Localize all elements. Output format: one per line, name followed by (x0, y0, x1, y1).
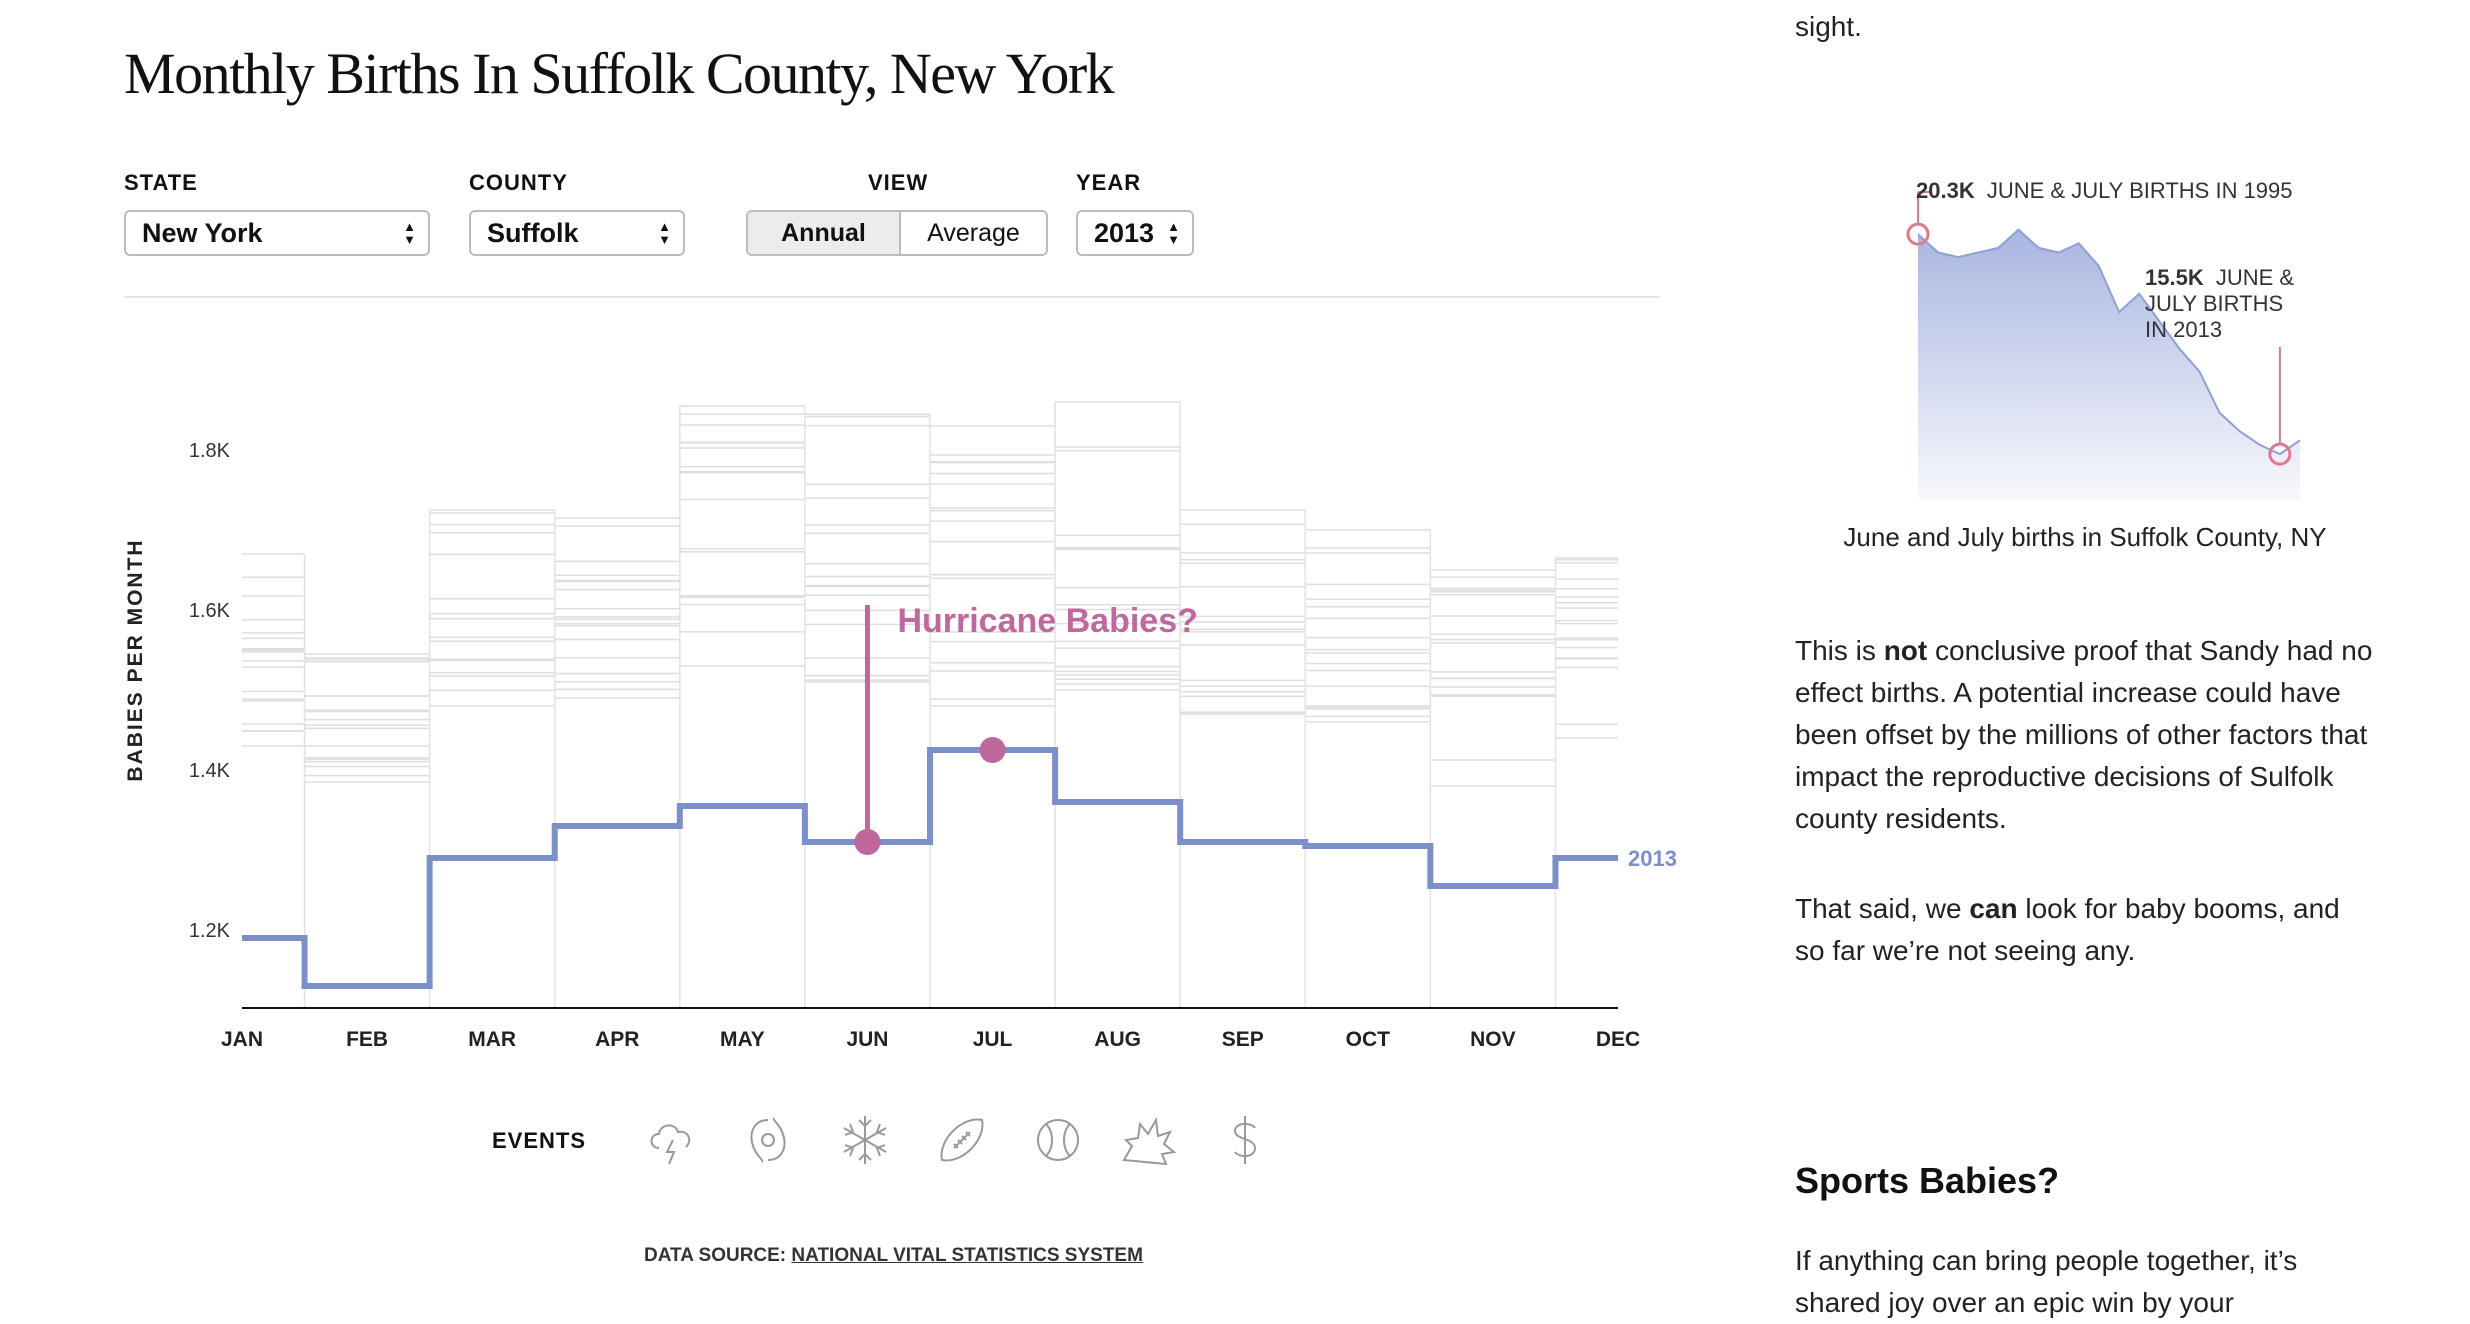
x-tick-label: MAY (720, 1028, 765, 1051)
data-source: DATA SOURCE: NATIONAL VITAL STATISTICS S… (644, 1245, 1143, 1267)
series-2013-label: 2013 (1628, 846, 1677, 871)
snowflake-icon[interactable] (835, 1110, 895, 1170)
series-2013-line (242, 747, 1618, 989)
mini-low-text-2: JULY BIRTHS (2145, 291, 2283, 316)
mini-area-chart: 20.3K JUNE & JULY BIRTHS IN 1995 15.5K J… (1906, 178, 2301, 500)
controls-divider (124, 296, 1660, 298)
mini-high-annotation: 20.3K JUNE & JULY BIRTHS IN 1995 (1916, 178, 2293, 203)
x-tick-label: APR (595, 1028, 639, 1051)
mini-low-text-3: IN 2013 (2145, 317, 2222, 342)
data-source-prefix: DATA SOURCE: (644, 1245, 787, 1266)
year-label: YEAR (1076, 170, 1142, 195)
sports-babies-heading: Sports Babies? (1795, 1160, 2060, 1201)
hurricane-annotation-dot-jun[interactable] (854, 829, 881, 855)
y-tick-label: 1.8K (189, 440, 231, 462)
dollar-icon[interactable] (1215, 1110, 1275, 1170)
state-select[interactable]: New York ▲ ▼ (124, 210, 430, 256)
baseball-icon[interactable] (1028, 1110, 1088, 1170)
mini-area-fill (1918, 229, 2300, 500)
article-paragraph-1: This is not conclusive proof that Sandy … (1795, 630, 2375, 840)
mini-area-line (1917, 228, 2301, 456)
hurricane-icon[interactable] (738, 1110, 798, 1170)
year-select[interactable]: 2013 ▲ ▼ (1076, 210, 1194, 256)
county-label: COUNTY (469, 170, 568, 195)
year-select-value: 2013 (1094, 217, 1155, 248)
hurricane-annotation-dot-jul[interactable] (979, 737, 1006, 763)
mini-low-text-1: JUNE & (2216, 265, 2295, 290)
mini-chart-caption: June and July births in Suffolk County, … (1843, 522, 2327, 552)
view-option-annual[interactable]: Annual (748, 212, 901, 254)
mini-low-marker (2268, 442, 2292, 466)
y-tick-label: 1.4K (189, 760, 231, 782)
historical-range-lines (242, 401, 1618, 1008)
y-axis-label: BABIES PER MONTH (124, 538, 147, 781)
football-icon[interactable] (932, 1110, 992, 1170)
x-tick-label: MAR (468, 1028, 516, 1051)
p1-text-a: This is (1795, 635, 1884, 666)
view-toggle: Annual Average (746, 210, 1048, 256)
data-source-link[interactable]: NATIONAL VITAL STATISTICS SYSTEM (791, 1245, 1143, 1266)
x-tick-label: JAN (221, 1028, 263, 1051)
page-title: Monthly Births In Suffolk County, New Yo… (124, 41, 1115, 106)
p2-bold: can (1969, 893, 2018, 924)
p2-text-a: That said, we (1795, 893, 1970, 924)
select-arrows-icon: ▲ ▼ (658, 219, 671, 247)
article-paragraph-3: If anything can bring people together, i… (1795, 1245, 2298, 1318)
x-tick-label: AUG (1094, 1028, 1141, 1051)
x-tick-label: SEP (1222, 1028, 1264, 1051)
x-tick-label: OCT (1346, 1028, 1391, 1051)
hurricane-annotation-label: Hurricane Babies? (897, 602, 1197, 640)
view-option-average[interactable]: Average (927, 218, 1020, 247)
county-select[interactable]: Suffolk ▲ ▼ (469, 210, 685, 256)
view-label: VIEW (868, 170, 929, 195)
state-select-value: New York (142, 217, 263, 248)
x-tick-label: JUN (846, 1028, 888, 1051)
p1-bold: not (1883, 635, 1928, 666)
explosion-icon[interactable] (1118, 1110, 1178, 1170)
x-tick-label: JUL (973, 1028, 1013, 1051)
mini-high-text: JUNE & JULY BIRTHS IN 1995 (1987, 178, 2293, 203)
state-label: STATE (124, 170, 198, 195)
x-tick-label: DEC (1596, 1028, 1640, 1051)
mini-high-value: 20.3K (1916, 178, 1975, 203)
select-arrows-icon: ▲ ▼ (403, 219, 416, 247)
article-fragment: sight. (1795, 11, 1862, 42)
select-arrows-icon: ▲ ▼ (1167, 219, 1180, 247)
y-tick-label: 1.2K (189, 920, 231, 942)
x-tick-label: FEB (346, 1028, 388, 1051)
events-label: EVENTS (492, 1128, 587, 1153)
p2-text-b: look for baby booms, and so far we’re no… (1795, 893, 2340, 966)
mini-low-annotation: 15.5K JUNE & JULY BIRTHS IN 2013 (2145, 265, 2300, 342)
county-select-value: Suffolk (487, 217, 579, 248)
mini-high-marker (1906, 222, 1930, 246)
thunderstorm-icon[interactable] (643, 1110, 703, 1170)
mini-low-value: 15.5K (2145, 265, 2204, 290)
births-chart: 1.2K 1.4K 1.6K 1.8K BABIES PER MONTH JAN FEB… (124, 401, 1677, 1051)
article-paragraph-2: That said, we can look for baby booms, a… (1795, 888, 2375, 972)
y-tick-label: 1.6K (189, 600, 231, 622)
x-tick-label: NOV (1470, 1028, 1516, 1051)
p1-text-b: conclusive proof that Sandy had no effec… (1795, 635, 2373, 834)
